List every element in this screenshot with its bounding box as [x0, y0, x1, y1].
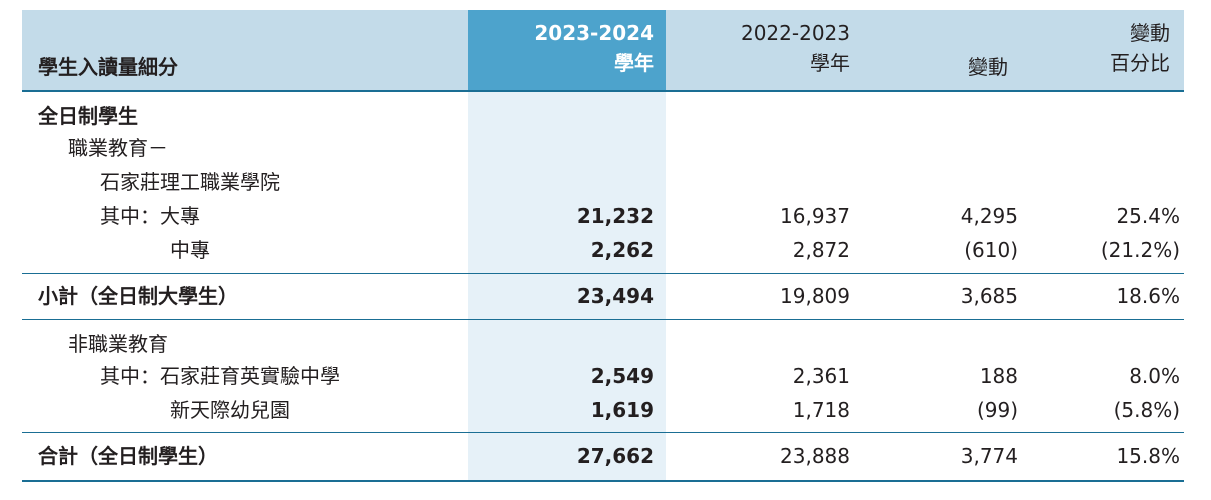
current-year-header-highlight [468, 10, 666, 90]
row-label: 合計（全日制學生） [38, 444, 218, 468]
change-percent-value: (21.2%) [1100, 238, 1180, 262]
row-label: 其中：石家莊育英實驗中學 [100, 364, 340, 388]
row-label: 非職業教育 [68, 332, 168, 356]
current-value: 27,662 [576, 444, 654, 468]
current-year-column-highlight [468, 92, 666, 482]
enrolment-table: 學生入讀量細分 2023-2024 學年 2022-2023 學年 變動 變動 … [22, 10, 1184, 482]
row-label: 新天際幼兒園 [170, 398, 290, 422]
current-value: 1,619 [590, 398, 654, 422]
change-percent-value: 18.6% [1116, 284, 1180, 308]
change-percent-value: 15.8% [1116, 444, 1180, 468]
row-label: 中專 [170, 238, 210, 262]
row-label: 其中：大專 [100, 204, 200, 228]
previous-value: 2,361 [792, 364, 850, 388]
change-value: 4,295 [960, 204, 1018, 228]
row-divider [22, 273, 1184, 274]
change-value: (610) [964, 238, 1018, 262]
header-label: 學生入讀量細分 [38, 55, 178, 79]
change-percent-value: 8.0% [1129, 364, 1180, 388]
previous-value: 16,937 [780, 204, 850, 228]
change-value: (99) [976, 398, 1018, 422]
table-row: 全日制學生 [22, 100, 1184, 132]
change-percent-value: (5.8%) [1113, 398, 1180, 422]
row-label: 全日制學生 [38, 104, 138, 128]
table-row: 其中：大專 21,232 16,937 4,295 25.4% [22, 200, 1184, 232]
table-row: 合計（全日制學生） 27,662 23,888 3,774 15.8% [22, 440, 1184, 472]
header-change-percent: 變動 百分比 [1110, 21, 1170, 75]
previous-value: 23,888 [780, 444, 850, 468]
change-value: 188 [979, 364, 1018, 388]
row-label: 小計（全日制大學生） [38, 284, 238, 308]
current-value: 21,232 [576, 204, 654, 228]
row-divider [22, 319, 1184, 320]
row-label: 石家莊理工職業學院 [100, 170, 280, 194]
table-row: 石家莊理工職業學院 [22, 166, 1184, 198]
change-value: 3,685 [960, 284, 1018, 308]
table-row: 非職業教育 [22, 328, 1184, 360]
change-value: 3,774 [960, 444, 1018, 468]
previous-value: 2,872 [792, 238, 850, 262]
current-value: 23,494 [576, 284, 654, 308]
table-row: 中專 2,262 2,872 (610) (21.2%) [22, 234, 1184, 266]
header-change: 變動 [968, 55, 1008, 79]
table-row: 小計（全日制大學生） 23,494 19,809 3,685 18.6% [22, 280, 1184, 312]
row-divider [22, 432, 1184, 433]
header-previous-year: 2022-2023 學年 [740, 21, 850, 75]
header-current-year: 2023-2024 學年 [534, 21, 654, 75]
current-value: 2,549 [590, 364, 654, 388]
table-row: 職業教育－ [22, 132, 1184, 164]
previous-value: 1,718 [792, 398, 850, 422]
table-row: 其中：石家莊育英實驗中學 2,549 2,361 188 8.0% [22, 360, 1184, 392]
row-label: 職業教育－ [68, 136, 168, 160]
current-value: 2,262 [590, 238, 654, 262]
previous-value: 19,809 [780, 284, 850, 308]
table-bottom-rule [22, 480, 1184, 482]
table-row: 新天際幼兒園 1,619 1,718 (99) (5.8%) [22, 394, 1184, 426]
change-percent-value: 25.4% [1116, 204, 1180, 228]
